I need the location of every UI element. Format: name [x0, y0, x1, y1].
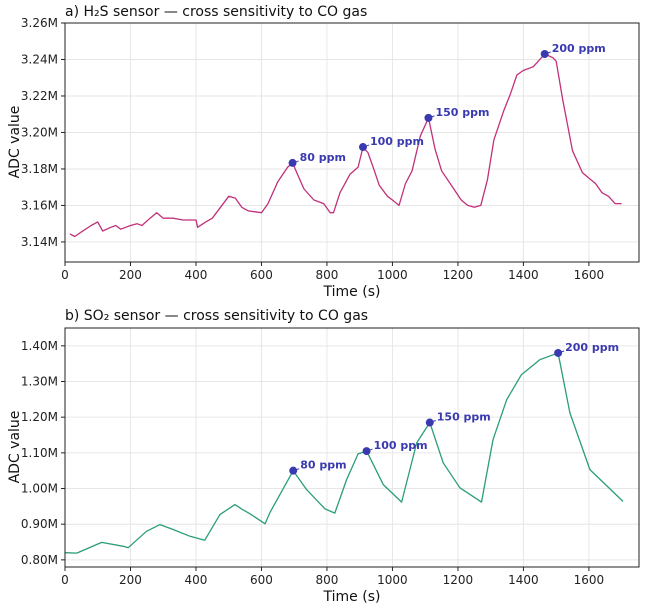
x-tick-label: 1200	[443, 573, 474, 587]
ticks: 0 200 400 600 800 1000 1200 1400 1600 0.80M 0.90M 1…	[21, 339, 604, 587]
annotation-label: 200 ppm	[552, 42, 606, 55]
annotation-label: 100 ppm	[370, 135, 424, 148]
y-tick-label: 1.30M	[21, 375, 58, 389]
y-tick-label: 1.20M	[21, 410, 58, 424]
x-tick-label: 400	[185, 268, 208, 282]
panel-so2: b) SO₂ sensor — cross sensitivity to CO …	[7, 308, 640, 605]
annotation-label: 200 ppm	[565, 341, 619, 354]
annotation-marker	[540, 50, 549, 59]
y-tick-label: 3.20M	[21, 125, 58, 139]
y-tick-label: 3.26M	[21, 16, 58, 30]
axes-frame	[64, 327, 640, 568]
y-axis-label: ADC value	[7, 411, 23, 484]
x-tick-label: 1400	[508, 268, 539, 282]
y-tick-label: 3.24M	[21, 52, 58, 66]
series-line	[69, 53, 622, 238]
annotation: 80 ppm	[289, 459, 347, 475]
axes-frame	[64, 22, 640, 263]
x-tick-label: 1000	[377, 268, 408, 282]
panel-h2s: a) H₂S sensor — cross sensitivity to CO …	[7, 4, 640, 300]
x-tick-label: 1400	[508, 573, 539, 587]
y-tick-label: 1.00M	[21, 482, 58, 496]
x-tick-label: 0	[61, 268, 69, 282]
annotation-label: 150 ppm	[435, 106, 489, 119]
y-tick-label: 0.90M	[21, 517, 58, 531]
x-tick-label: 1000	[377, 573, 408, 587]
annotation: 150 ppm	[425, 411, 491, 427]
x-axis-label: Time (s)	[323, 284, 381, 300]
x-tick-label: 200	[119, 573, 142, 587]
annotation-label: 100 ppm	[374, 439, 428, 452]
y-tick-label: 1.10M	[21, 446, 58, 460]
y-tick-label: 1.40M	[21, 339, 58, 353]
ticks: 0 200 400 600 800 1000 1200 1400 1600 3.14M 3.16M 3…	[21, 16, 604, 282]
y-axis-label: ADC value	[7, 106, 23, 179]
annotation: 200 ppm	[554, 341, 619, 357]
x-tick-label: 800	[315, 573, 338, 587]
grid	[64, 22, 639, 262]
series-line	[64, 352, 624, 554]
chart-title: b) SO₂ sensor — cross sensitivity to CO …	[65, 308, 368, 324]
annotation: 80 ppm	[288, 151, 346, 167]
y-tick-label: 3.16M	[21, 198, 58, 212]
x-tick-label: 400	[185, 573, 208, 587]
y-tick-label: 3.18M	[21, 162, 58, 176]
x-tick-label: 600	[250, 268, 273, 282]
y-tick-label: 3.14M	[21, 235, 58, 249]
annotation: 100 ppm	[362, 439, 428, 456]
x-tick-label: 800	[315, 268, 338, 282]
annotation-label: 150 ppm	[437, 411, 491, 424]
x-tick-label: 1600	[574, 573, 605, 587]
grid	[64, 328, 639, 567]
annotation-marker	[289, 466, 298, 475]
annotation-label: 80 ppm	[300, 151, 346, 164]
annotation: 150 ppm	[424, 106, 489, 122]
x-tick-label: 1600	[574, 268, 605, 282]
x-tick-label: 600	[250, 573, 273, 587]
annotation-marker	[425, 418, 434, 427]
annotation-label: 80 ppm	[300, 459, 346, 472]
annotation-marker	[424, 113, 433, 122]
annotation-marker	[358, 143, 367, 152]
x-tick-label: 200	[119, 268, 142, 282]
chart-title: a) H₂S sensor — cross sensitivity to CO …	[65, 4, 367, 20]
y-tick-label: 0.80M	[21, 553, 58, 567]
annotation: 200 ppm	[540, 42, 606, 59]
x-tick-label: 1200	[443, 268, 474, 282]
annotation-marker	[288, 158, 297, 167]
annotation-marker	[554, 348, 563, 357]
x-tick-label: 0	[61, 573, 69, 587]
annotation-marker	[362, 447, 371, 456]
x-axis-label: Time (s)	[323, 589, 381, 605]
y-tick-label: 3.22M	[21, 89, 58, 103]
annotation: 100 ppm	[358, 135, 424, 152]
